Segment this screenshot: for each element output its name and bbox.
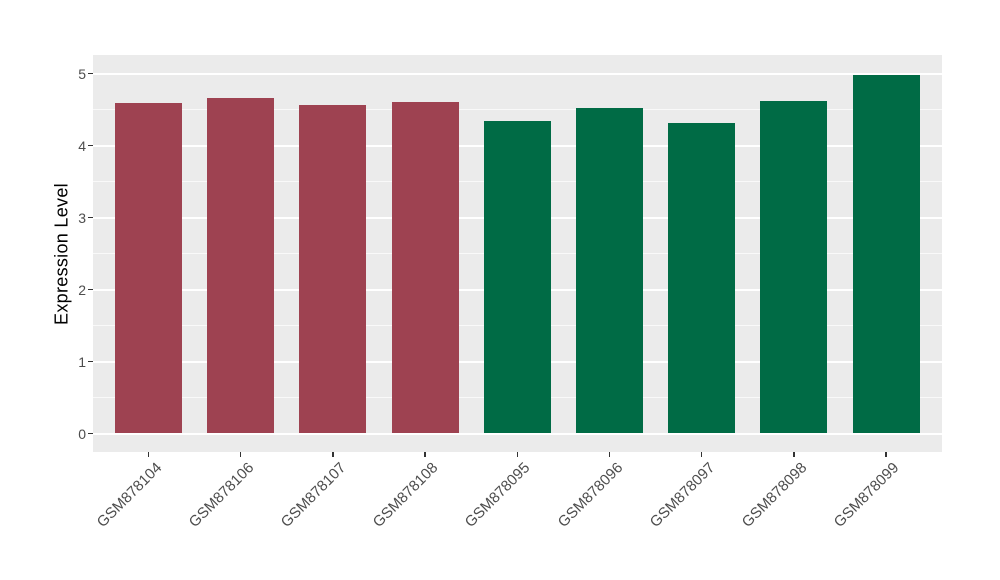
y-tick-label: 4 <box>78 137 86 154</box>
y-tick-mark <box>88 73 93 75</box>
bar-GSM878099 <box>852 74 920 434</box>
y-tick-mark <box>88 361 93 363</box>
y-tick-label: 3 <box>78 209 86 226</box>
gridline-major <box>93 432 942 435</box>
y-tick-mark <box>88 433 93 435</box>
gridline-minor <box>93 109 942 110</box>
y-tick-mark <box>88 217 93 219</box>
bar-GSM878095 <box>483 121 551 434</box>
bar-GSM878097 <box>668 123 736 434</box>
gridline-major <box>93 72 942 75</box>
x-tick-mark <box>608 452 611 457</box>
y-tick-label: 1 <box>78 353 86 370</box>
x-tick-mark <box>793 452 795 457</box>
bar-GSM878096 <box>576 108 643 434</box>
y-tick-label: 0 <box>78 425 86 442</box>
y-tick-mark <box>88 289 93 291</box>
plot-panel <box>93 55 942 452</box>
bar-GSM878107 <box>299 105 367 434</box>
x-tick-mark <box>516 452 518 457</box>
y-axis-title: Expression Level <box>51 183 72 325</box>
x-tick-mark <box>147 452 150 457</box>
y-tick-label: 5 <box>78 65 86 82</box>
x-tick-mark <box>424 452 426 457</box>
bar-GSM878104 <box>115 103 182 434</box>
x-tick-mark <box>332 452 334 457</box>
x-tick-mark <box>701 452 703 457</box>
bar-GSM878108 <box>391 102 459 434</box>
y-tick-label: 2 <box>78 281 86 298</box>
y-tick-mark <box>88 145 93 147</box>
x-tick-mark <box>240 452 242 457</box>
bar-GSM878106 <box>207 97 275 434</box>
bar-GSM878098 <box>760 100 828 434</box>
x-tick-mark <box>885 452 887 457</box>
